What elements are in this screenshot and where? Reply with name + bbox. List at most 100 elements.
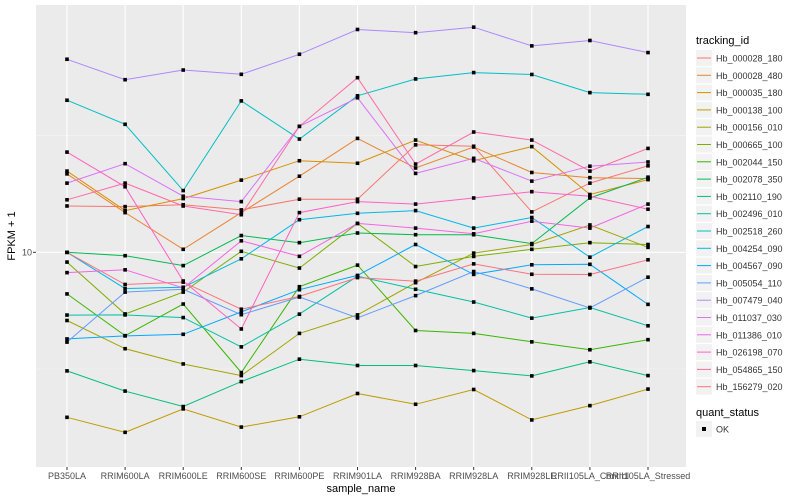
legend-label: Hb_002044_150 xyxy=(716,157,783,167)
data-point xyxy=(181,194,185,199)
legend-label: Hb_002496_010 xyxy=(716,209,783,219)
x-tick-label: RRIM600LA xyxy=(101,471,150,481)
legend-label: Hb_005054_110 xyxy=(716,278,782,288)
data-point xyxy=(646,242,650,247)
data-point xyxy=(239,327,244,331)
data-point xyxy=(413,30,418,35)
data-point xyxy=(413,328,418,333)
shape-legend-title: quant_status xyxy=(696,407,759,419)
data-point xyxy=(181,68,185,72)
data-point xyxy=(297,217,302,222)
legend-label: Hb_004254_090 xyxy=(716,244,783,254)
data-point xyxy=(471,300,476,304)
data-point xyxy=(530,44,534,48)
shape-legend-label: OK xyxy=(716,425,729,435)
data-point xyxy=(530,179,534,183)
data-point xyxy=(65,270,69,275)
data-point xyxy=(181,280,185,284)
data-point xyxy=(297,210,302,215)
data-point xyxy=(65,150,69,154)
data-point xyxy=(123,286,127,291)
data-point xyxy=(413,77,418,81)
x-axis-ticks: PB350LA RRIM600LA RRIM600LE RRIM600SE RRIM60… xyxy=(48,467,690,481)
legend-label: Hb_000028_180 xyxy=(716,54,783,64)
data-point xyxy=(413,143,418,147)
data-point xyxy=(588,240,592,245)
data-point xyxy=(239,72,244,77)
data-point xyxy=(123,210,127,215)
data-point xyxy=(646,302,650,307)
data-point xyxy=(530,210,534,214)
data-point xyxy=(65,318,69,323)
legend-label: Hb_026198_070 xyxy=(716,348,783,358)
legend-label: Hb_000665_100 xyxy=(716,140,783,150)
data-point xyxy=(355,316,360,320)
data-point xyxy=(646,337,650,342)
data-point xyxy=(123,313,127,317)
data-point xyxy=(65,57,69,62)
data-point xyxy=(65,337,69,341)
data-point xyxy=(471,269,476,274)
data-point xyxy=(413,202,418,206)
data-point xyxy=(413,279,418,283)
data-point xyxy=(239,233,244,238)
data-point xyxy=(646,387,650,391)
data-points xyxy=(65,25,650,435)
data-point xyxy=(355,94,360,98)
data-point xyxy=(588,169,592,173)
data-point xyxy=(413,402,418,407)
data-point xyxy=(65,172,69,176)
data-point xyxy=(588,272,592,277)
legend-label: Hb_000156_010 xyxy=(716,123,783,133)
data-point xyxy=(413,232,418,237)
data-point xyxy=(471,145,476,149)
data-point xyxy=(646,245,650,250)
x-tick-label: RRIM928BA xyxy=(391,471,441,481)
x-tick-label: RRIM928LE xyxy=(507,471,556,481)
data-point xyxy=(297,52,302,57)
data-point xyxy=(471,70,476,75)
data-point xyxy=(297,158,302,163)
data-point xyxy=(646,257,650,262)
data-point xyxy=(123,161,127,166)
data-point xyxy=(530,247,534,252)
data-point xyxy=(413,138,418,142)
data-point xyxy=(123,204,127,209)
data-point xyxy=(355,363,360,368)
x-tick-label: RRII105LA_Control xyxy=(551,471,629,481)
data-point xyxy=(355,221,360,226)
legend-label: Hb_054865_150 xyxy=(716,365,783,375)
data-point xyxy=(297,174,302,179)
data-point xyxy=(65,260,69,264)
data-point xyxy=(181,247,185,252)
data-point xyxy=(297,284,302,289)
data-point xyxy=(181,302,185,306)
data-point xyxy=(239,307,244,312)
shape-legend-point xyxy=(702,427,706,431)
data-point xyxy=(413,208,418,213)
data-point xyxy=(123,290,127,294)
data-point xyxy=(530,374,534,378)
data-point xyxy=(355,75,360,80)
data-point xyxy=(239,256,244,261)
data-point xyxy=(646,207,650,212)
data-point xyxy=(355,211,360,216)
y-tick-label: 10 xyxy=(22,247,32,257)
data-point xyxy=(65,169,69,173)
data-point xyxy=(181,204,185,208)
data-point xyxy=(239,345,244,349)
data-point xyxy=(297,287,302,292)
data-point xyxy=(123,268,127,272)
data-point xyxy=(588,90,592,95)
data-point xyxy=(65,197,69,202)
data-point xyxy=(297,240,302,245)
data-point xyxy=(530,144,534,149)
data-point xyxy=(123,208,127,213)
data-point xyxy=(297,415,302,419)
data-point xyxy=(413,162,418,166)
legend-label: Hb_156279_020 xyxy=(716,382,783,392)
data-point xyxy=(471,158,476,163)
data-point xyxy=(471,272,476,277)
data-point xyxy=(646,163,650,168)
data-point xyxy=(646,224,650,229)
